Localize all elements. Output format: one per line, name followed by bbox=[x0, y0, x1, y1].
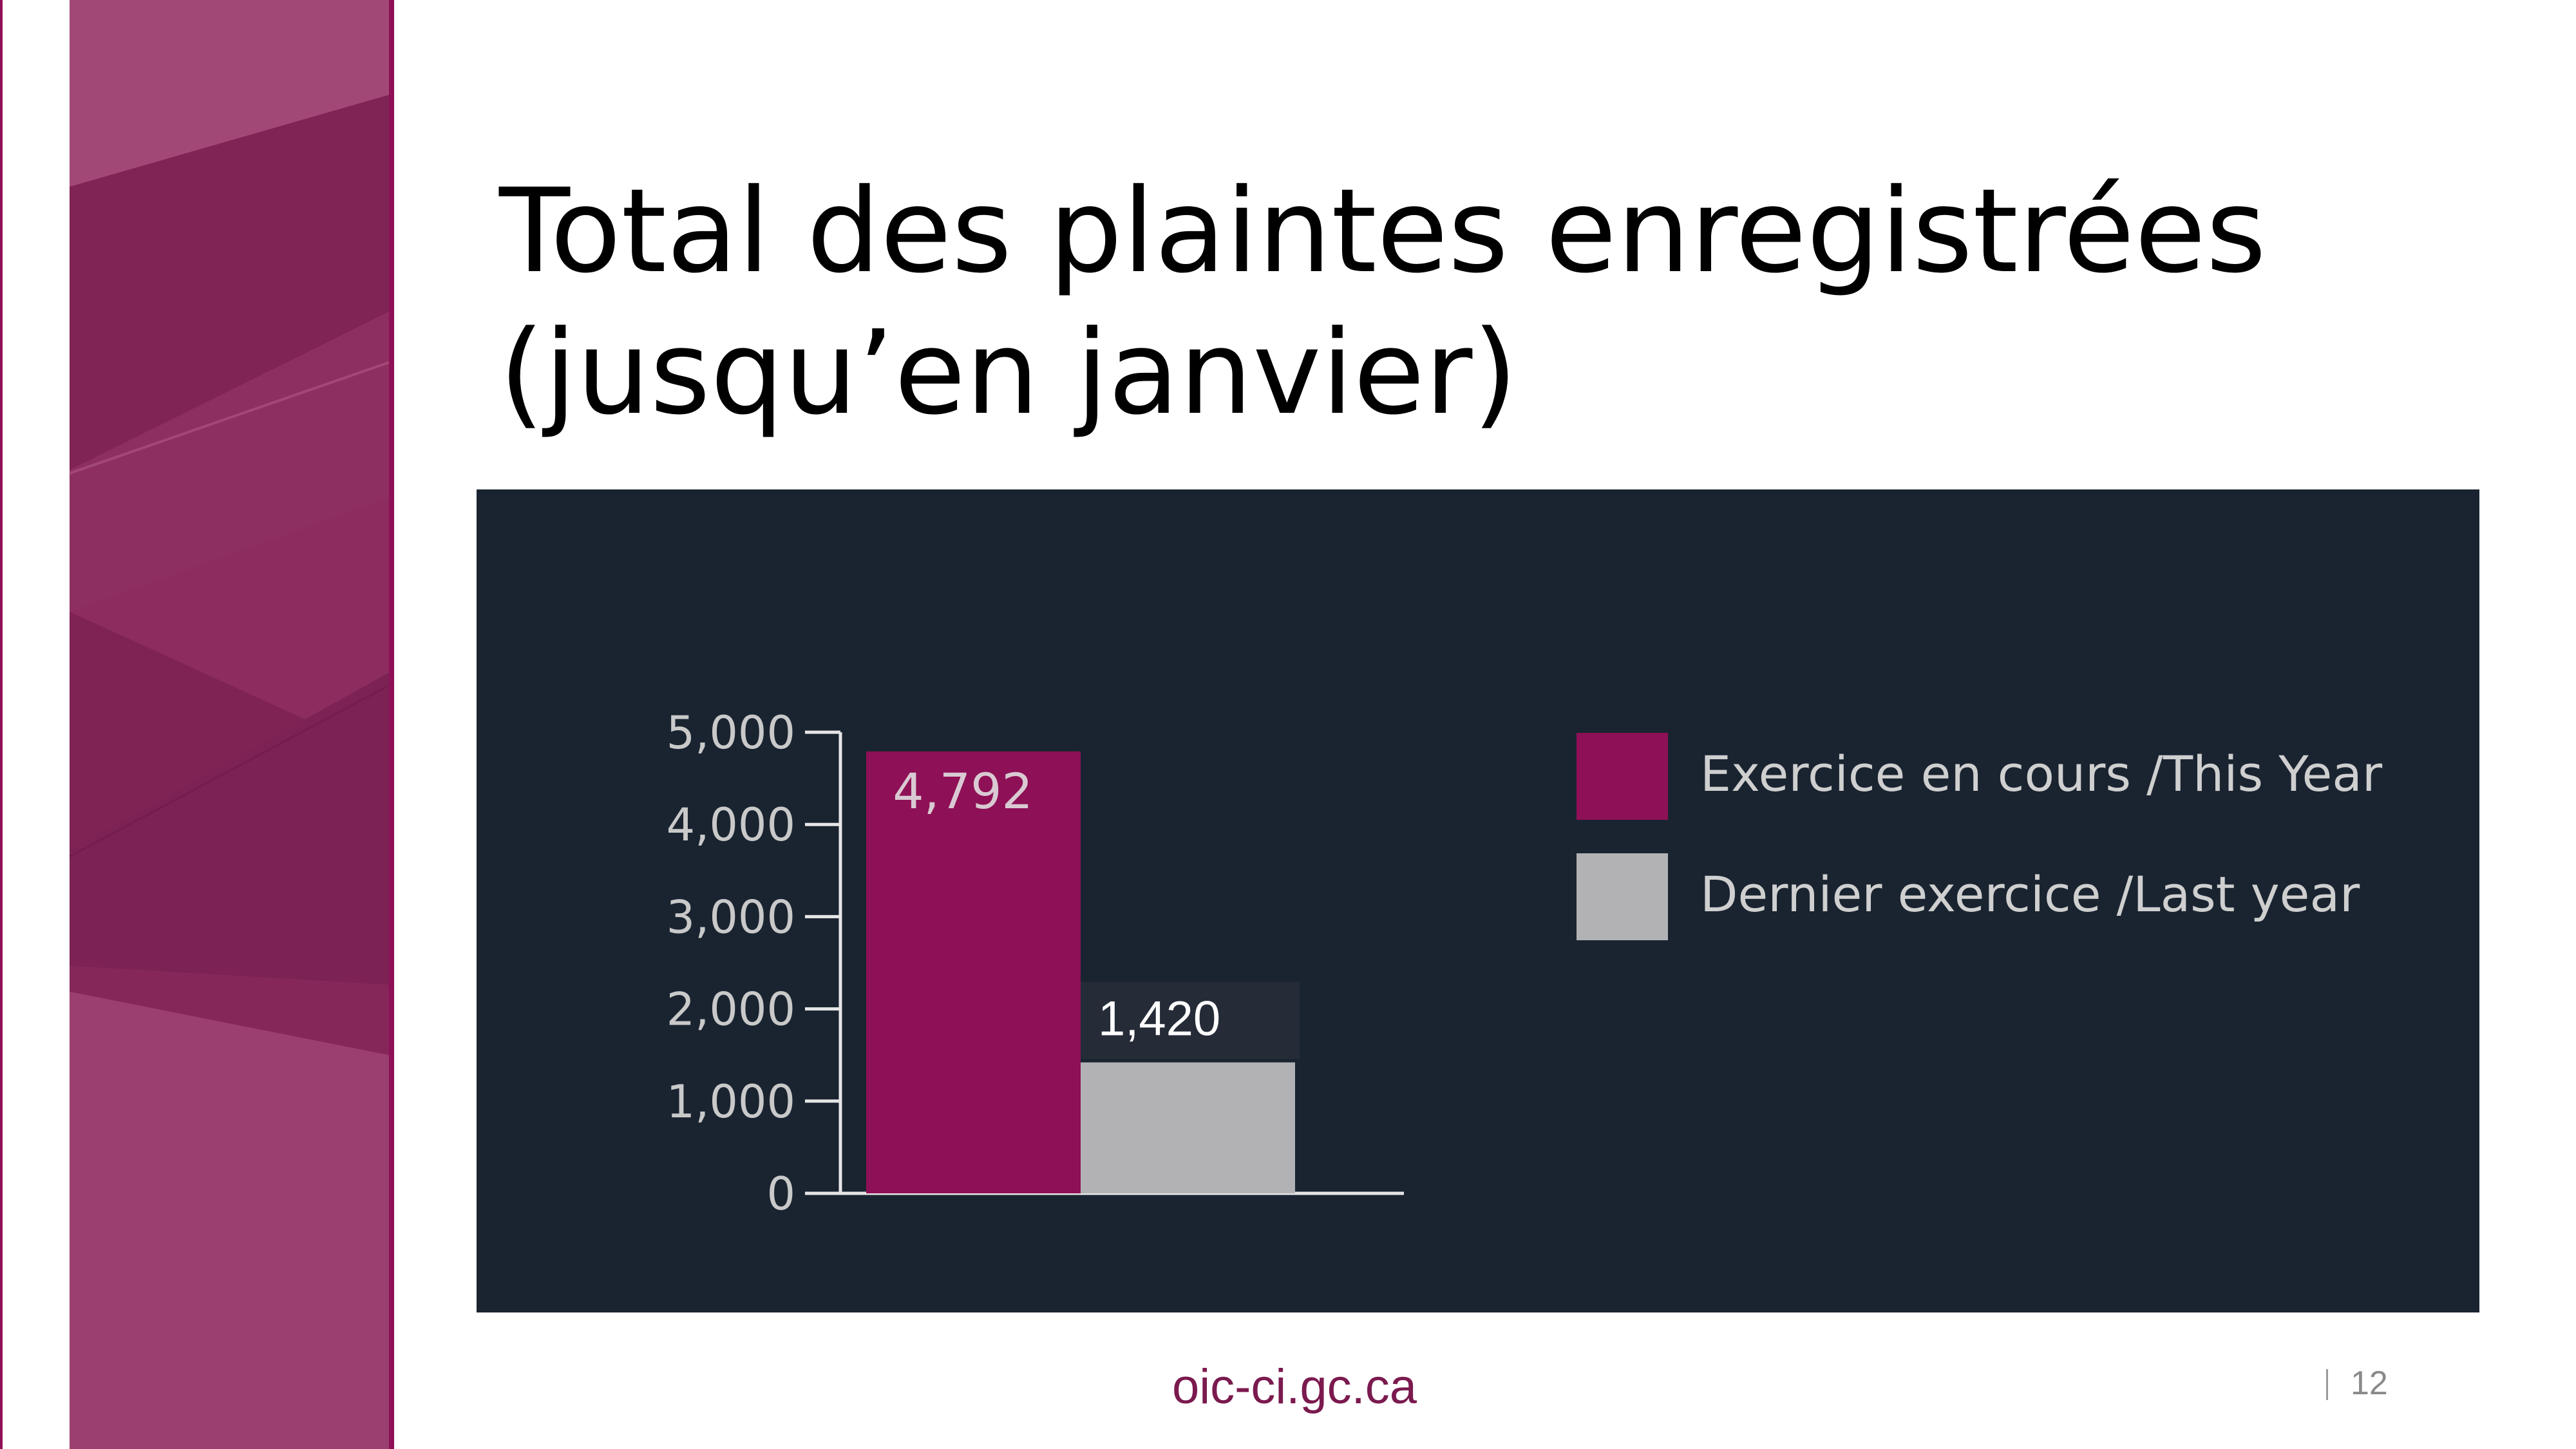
y-tick-label: 1,000 bbox=[667, 1075, 795, 1128]
decorative-sidebar bbox=[0, 0, 394, 1449]
y-tick-label: 4,000 bbox=[667, 799, 795, 851]
data-label-last-year: 1,420 bbox=[1098, 992, 1220, 1046]
legend-swatch-this-year bbox=[1577, 733, 1668, 820]
page-number-separator bbox=[2326, 1369, 2328, 1400]
title-line-1: Total des plaintes enregistrées bbox=[499, 164, 2267, 299]
chart-panel: 0 1,000 2,000 3,000 4,000 5,000 4,792 1,420 Exer… bbox=[477, 489, 2479, 1312]
page-number: 12 bbox=[2351, 1365, 2388, 1402]
footer-url[interactable]: oic-ci.gc.ca bbox=[1171, 1359, 1417, 1414]
bar-last-year bbox=[1081, 1062, 1295, 1193]
y-tick-label: 3,000 bbox=[667, 891, 795, 943]
title-line-2: (jusqu’en janvier) bbox=[499, 306, 1518, 440]
y-tick-label: 2,000 bbox=[667, 983, 795, 1036]
data-label-this-year: 4,792 bbox=[893, 762, 1033, 820]
legend-swatch-last-year bbox=[1577, 853, 1668, 940]
slide-title: Total des plaintes enregistrées (jusqu’e… bbox=[499, 161, 2431, 444]
bar-this-year bbox=[866, 751, 1081, 1193]
legend-label-this-year: Exercice en cours /This Year bbox=[1700, 745, 2383, 802]
bar-chart: 0 1,000 2,000 3,000 4,000 5,000 4,792 1,420 Exer… bbox=[667, 706, 2383, 1220]
data-label-box-last-year bbox=[1081, 981, 1300, 1059]
y-tick-label: 0 bbox=[766, 1168, 795, 1220]
y-tick-label: 5,000 bbox=[667, 706, 795, 759]
legend-label-last-year: Dernier exercice /Last year bbox=[1700, 866, 2360, 923]
